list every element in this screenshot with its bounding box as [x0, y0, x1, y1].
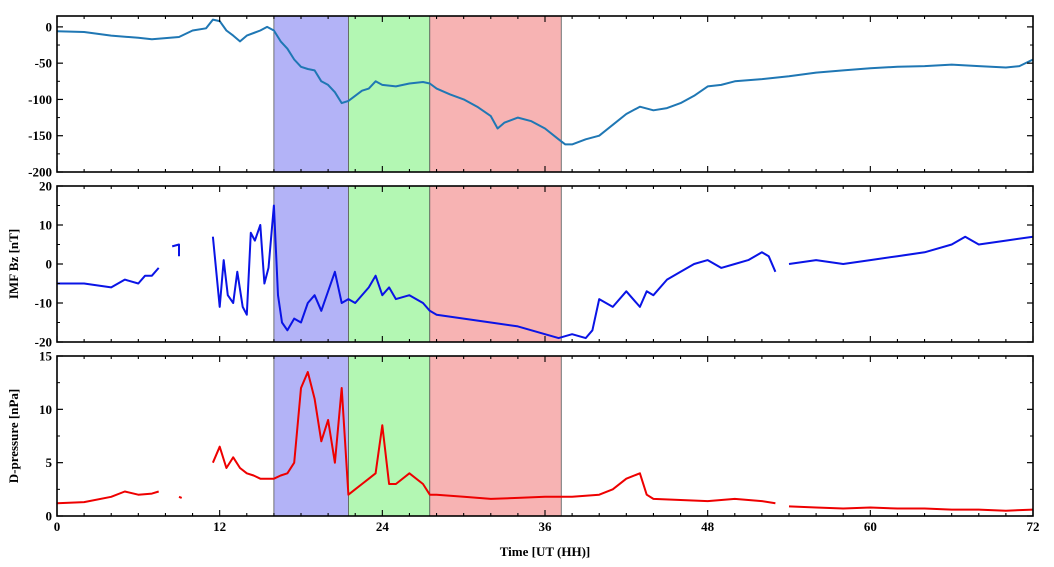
panel-1: 0 -50 -100 -150 -200 — [28, 15, 1034, 180]
y-tick-label: 15 — [39, 349, 53, 364]
series-line-panel-3-segment-1 — [56, 490, 159, 505]
series-line-panel-2-segment-4 — [788, 235, 1034, 265]
x-tick-label: 48 — [701, 519, 715, 534]
series-line-panel-1-segment-1 — [56, 18, 1034, 146]
y-tick-label: -100 — [28, 92, 52, 107]
shaded-interval-2 — [348, 15, 431, 173]
shaded-interval-2 — [348, 185, 431, 343]
shaded-interval-2 — [348, 355, 431, 517]
series-line-panel-3-segment-2 — [178, 495, 183, 499]
x-tick-label: 12 — [213, 519, 226, 534]
y-axis-label-panel-3: D-pressure [nPa] — [6, 389, 21, 484]
y-tick-label: -50 — [35, 56, 52, 71]
x-tick-label: 60 — [864, 519, 877, 534]
shaded-interval-3 — [429, 185, 562, 343]
y-tick-label: -20 — [35, 335, 52, 350]
y-tick-label: 5 — [46, 455, 53, 470]
x-tick-label: 36 — [539, 519, 553, 534]
series-line-panel-2-segment-1 — [57, 267, 160, 289]
y-tick-label: -10 — [35, 296, 52, 311]
series-line-panel-3-segment-3 — [211, 371, 776, 505]
panel-2: 20 10 0 -10 -20 IMF Bz [nT] — [6, 179, 1034, 350]
y-tick-label: 0 — [46, 509, 53, 524]
shaded-interval-3 — [429, 355, 562, 517]
x-tick-label: 72 — [1027, 519, 1040, 534]
y-tick-label: 0 — [46, 19, 53, 34]
series-line-panel-2-segment-3 — [211, 204, 777, 340]
shaded-interval-1 — [273, 185, 349, 343]
y-tick-label: 10 — [39, 218, 52, 233]
series-line-panel-2-segment-2 — [171, 243, 180, 257]
x-axis-label: Time [UT (HH)] — [500, 544, 591, 559]
y-tick-label: -150 — [28, 128, 52, 143]
y-tick-label: -200 — [28, 165, 52, 180]
panel-3: 15 10 5 0 D-pressure [nPa] — [6, 349, 1034, 524]
y-tick-label: 10 — [39, 402, 52, 417]
shaded-interval-1 — [273, 15, 349, 173]
series-line-panel-3-segment-4 — [788, 505, 1034, 512]
y-tick-label: 20 — [39, 179, 52, 194]
x-tick-label: 24 — [376, 519, 390, 534]
x-tick-label: 0 — [54, 519, 61, 534]
y-axis-label-panel-2: IMF Bz [nT] — [6, 229, 21, 299]
y-tick-label: 0 — [46, 257, 53, 272]
